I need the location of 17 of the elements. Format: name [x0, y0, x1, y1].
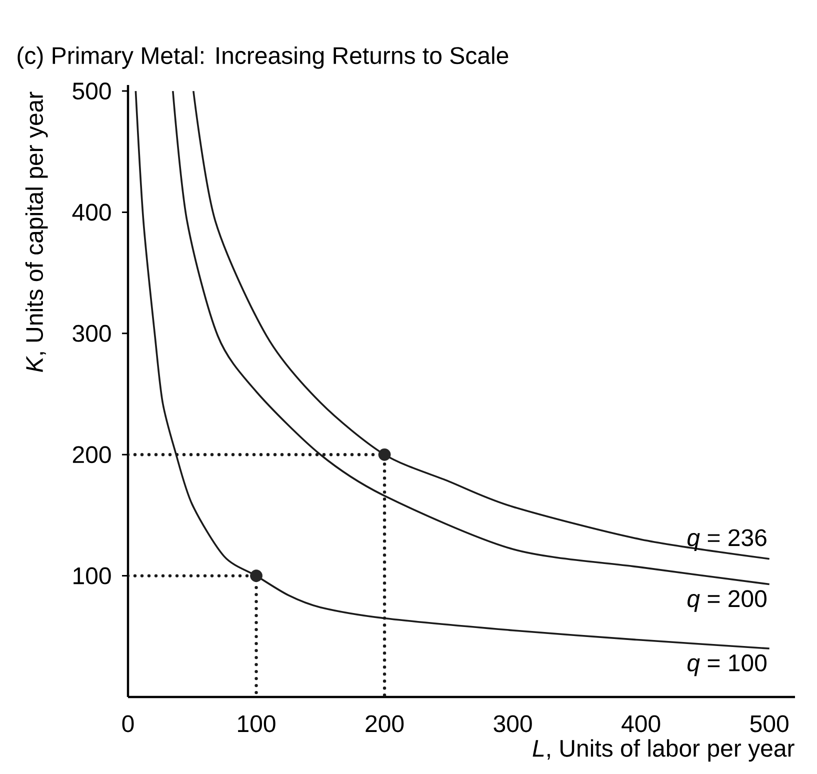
x-axis-title: L, Units of labor per year: [532, 739, 794, 762]
series-label: q = 100: [688, 654, 766, 676]
x-tick-label: 500: [750, 715, 788, 732]
x-tick-label: 0: [122, 715, 134, 732]
x-tick-label: 100: [238, 715, 276, 732]
y-tick-label: 400: [72, 204, 111, 221]
x-tick-label: 200: [366, 715, 404, 732]
x-tick-label: 400: [622, 715, 660, 732]
y-tick-label: 100: [74, 567, 111, 584]
series-label: q = 236: [688, 529, 766, 551]
y-axis-title: K, Units of capital per year: [25, 92, 48, 372]
y-tick-label: 500: [72, 82, 111, 100]
series-label: q = 200: [688, 590, 766, 612]
y-tick-label: 300: [72, 324, 111, 342]
x-tick-label: 300: [494, 715, 532, 732]
chart-title: (c) Primary Metal: Increasing Returns to Scale: [18, 46, 508, 69]
y-tick-label: 200: [72, 446, 111, 464]
